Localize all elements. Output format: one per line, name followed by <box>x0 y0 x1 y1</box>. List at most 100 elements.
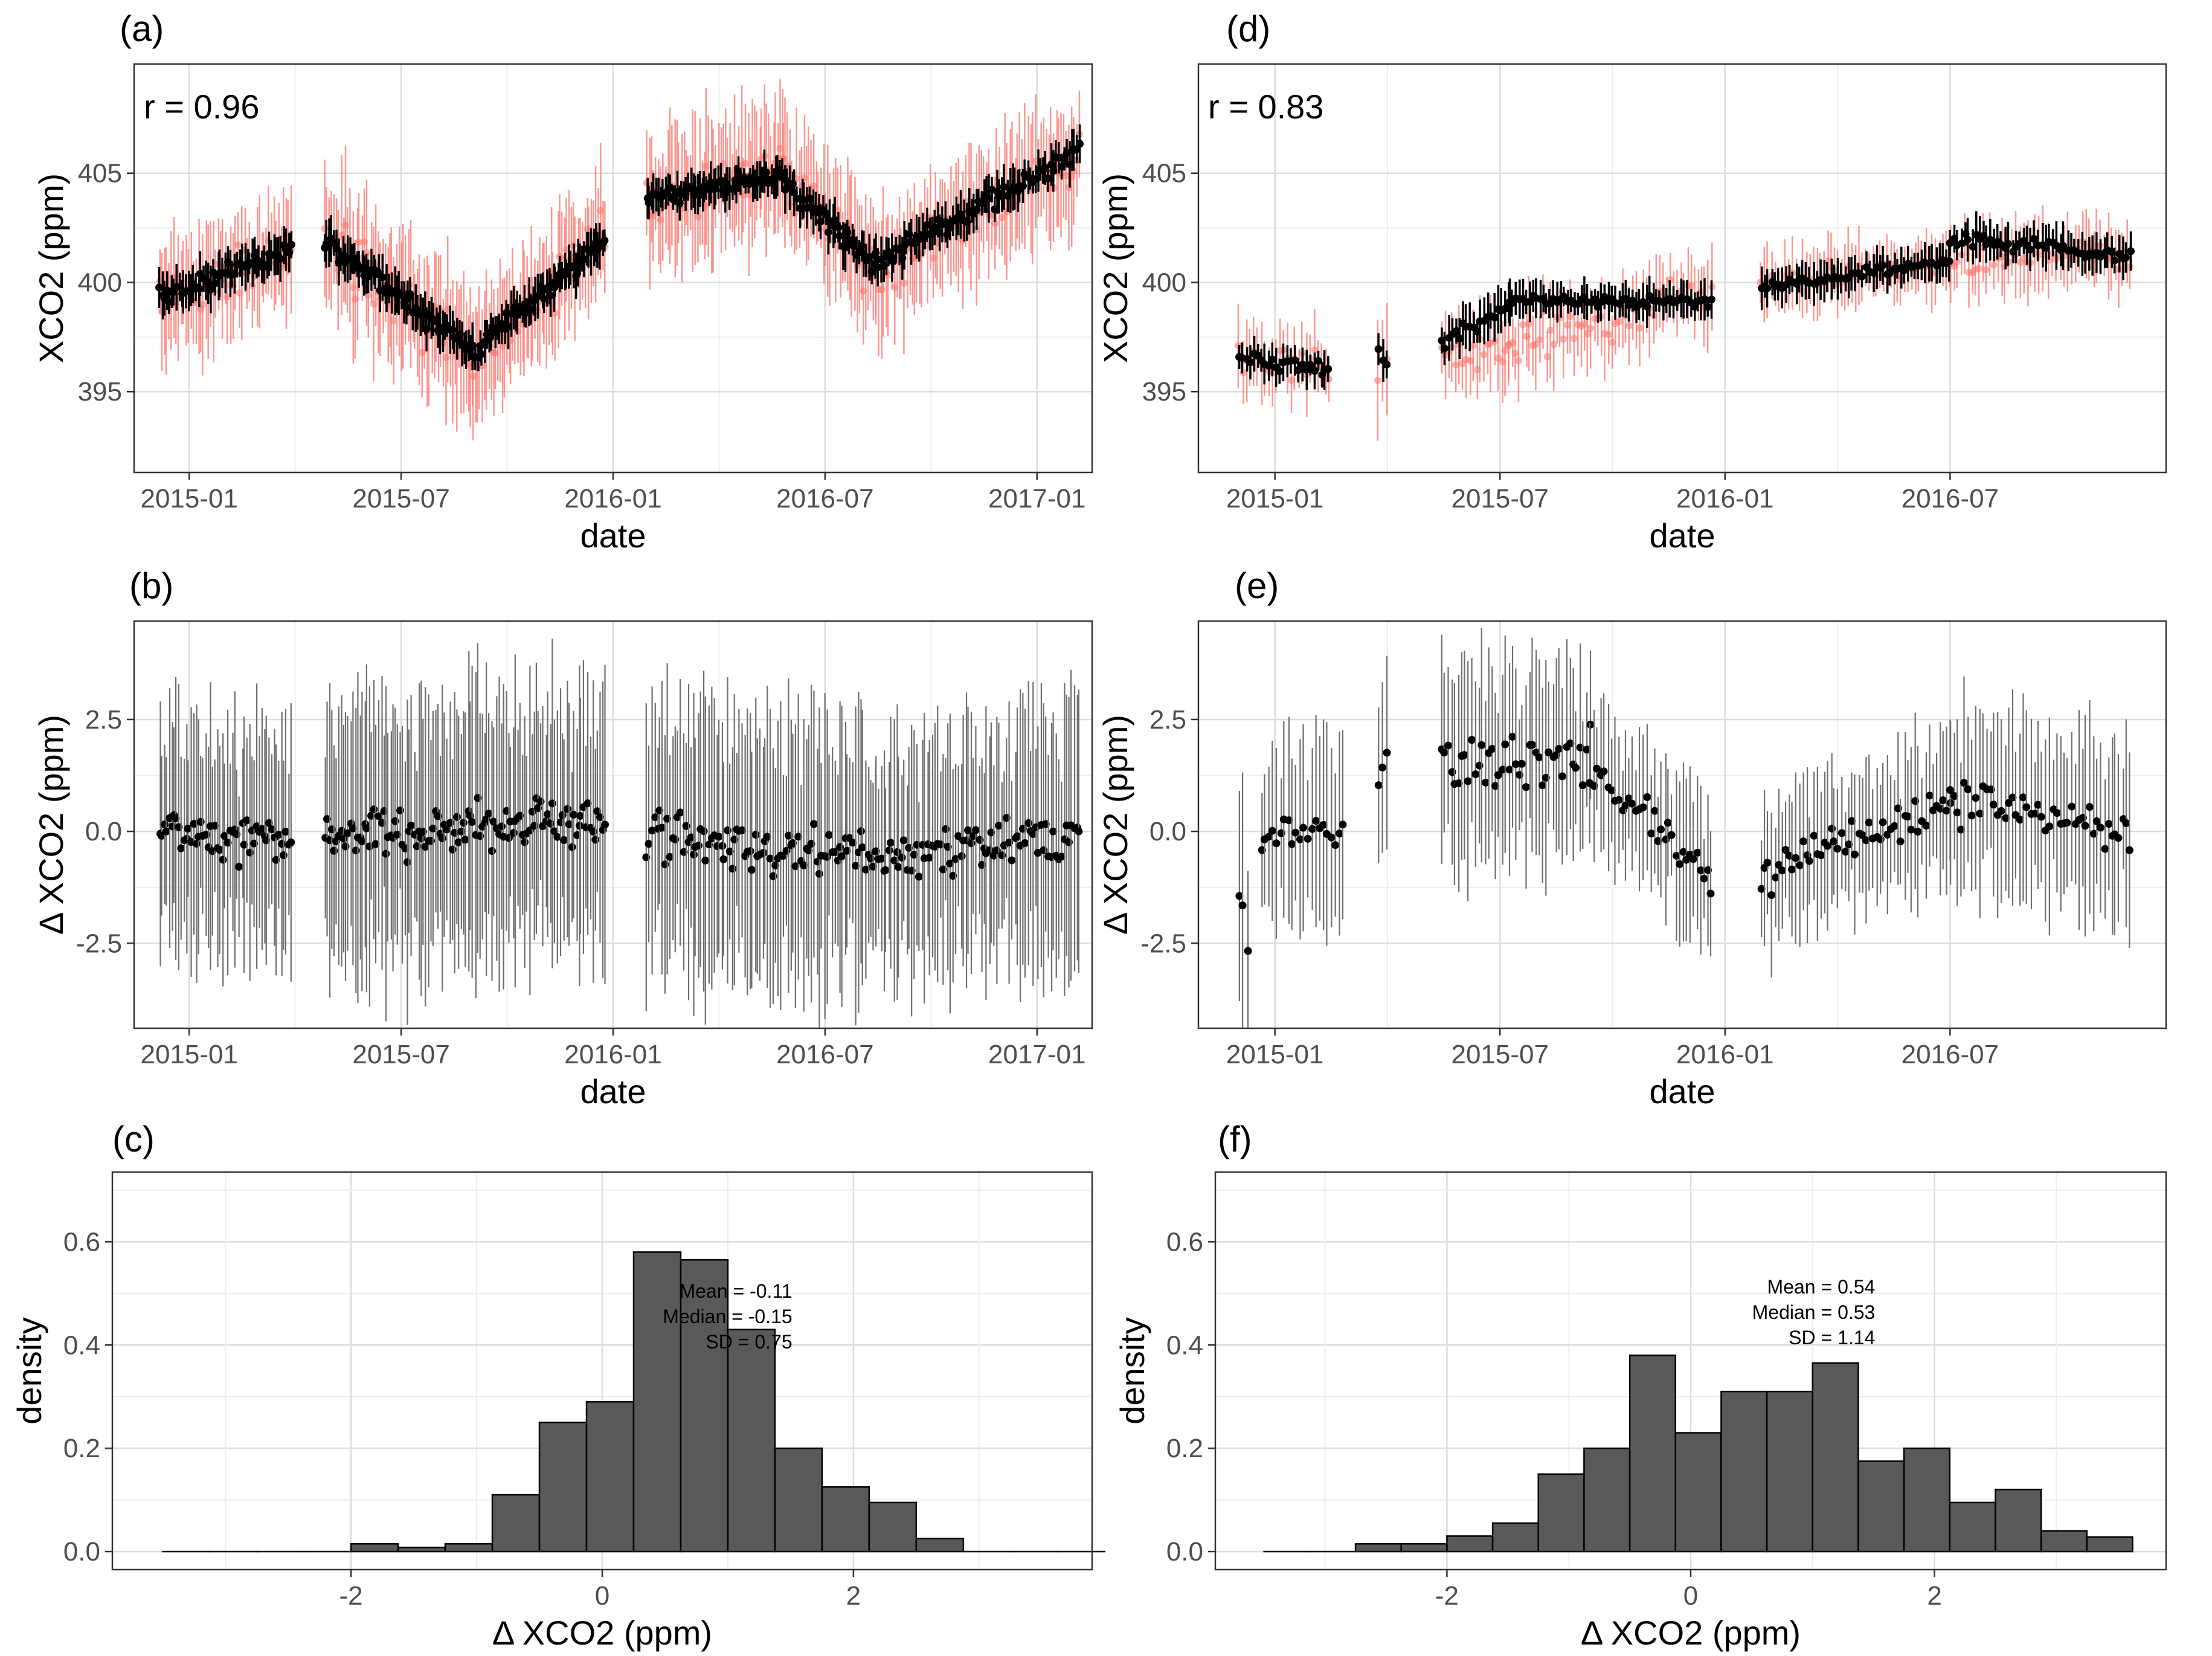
data-point <box>824 228 832 236</box>
data-point <box>1704 866 1712 874</box>
data-point <box>1870 269 1878 277</box>
data-point <box>1654 837 1662 845</box>
data-point <box>371 840 380 848</box>
data-point <box>1781 846 1790 854</box>
data-point <box>596 813 604 822</box>
data-point <box>1019 182 1027 190</box>
x-tick-label: 2015-01 <box>140 1040 237 1069</box>
data-point <box>666 852 674 861</box>
histogram-bar <box>1628 1355 1677 1553</box>
histogram-bar <box>350 1543 399 1553</box>
data-point <box>1285 816 1293 825</box>
data-point <box>1464 777 1472 785</box>
data-point <box>1514 357 1522 365</box>
data-point <box>1444 741 1453 750</box>
panel-label: (d) <box>1226 8 1270 49</box>
data-point <box>910 851 918 859</box>
data-point <box>1976 810 1984 818</box>
data-point <box>2068 802 2076 811</box>
data-point <box>362 824 371 833</box>
y-axis-title: XCO2 (ppm) <box>1096 173 1134 363</box>
data-point <box>1841 848 1850 856</box>
histogram-bar <box>491 1493 541 1553</box>
series-black <box>1235 211 2135 390</box>
panel-e: -2.5 0.0 2.5 2015-01 2015-07 2016-01 2016-07 da… <box>1096 565 2167 1110</box>
panel-f: 0.0 0.2 0.4 0.6 -2 0 2 Δ XCO2 (ppm) density (f) Me… <box>1113 1119 2167 1652</box>
data-point <box>355 239 362 246</box>
data-point <box>1583 330 1591 338</box>
data-point <box>190 820 198 828</box>
data-point <box>1896 837 1905 846</box>
data-point <box>2031 810 2039 818</box>
data-point <box>487 847 496 855</box>
data-point <box>1647 830 1656 838</box>
series-black <box>1235 628 2133 1028</box>
data-point <box>1865 818 1873 826</box>
data-point <box>459 819 468 827</box>
data-point <box>591 836 600 844</box>
stats-line: Mean = -0.11 <box>680 1280 793 1302</box>
data-point <box>2030 234 2038 243</box>
data-point <box>1799 837 1808 846</box>
data-point <box>809 820 818 828</box>
data-point <box>268 825 276 834</box>
data-point <box>788 179 797 188</box>
data-point <box>1621 801 1630 810</box>
data-point <box>1469 341 1477 349</box>
data-point <box>1543 353 1551 361</box>
data-point <box>858 843 867 852</box>
y-tick-label: 2.5 <box>85 705 122 735</box>
data-point <box>1528 741 1536 749</box>
x-tick-label: 2016-07 <box>776 484 873 514</box>
data-point <box>1581 320 1589 327</box>
data-point <box>718 842 727 850</box>
data-point <box>1538 781 1547 790</box>
data-point <box>1810 831 1818 840</box>
panel-border <box>1197 63 2167 474</box>
data-point <box>449 326 457 334</box>
data-point <box>1628 799 1636 808</box>
data-point <box>547 819 555 828</box>
x-tick-label: 0 <box>1683 1581 1698 1611</box>
data-point <box>1845 840 1853 849</box>
y-tick-label: 0.0 <box>1166 1537 1203 1567</box>
data-point <box>998 214 1006 222</box>
data-point <box>240 840 248 849</box>
data-point <box>1298 360 1307 369</box>
data-point <box>1542 773 1550 782</box>
data-point <box>216 846 224 854</box>
data-point <box>1862 836 1870 845</box>
y-tick-label: 395 <box>78 377 122 407</box>
histogram-bar <box>1812 1362 1859 1553</box>
y-tick-label: 2.5 <box>1149 705 1186 735</box>
data-point <box>1452 361 1460 369</box>
data-point <box>489 817 498 826</box>
data-point <box>1571 764 1580 772</box>
data-point <box>1268 355 1276 364</box>
x-tick-label: 2017-01 <box>988 1040 1085 1069</box>
data-point <box>1460 751 1468 759</box>
data-point <box>243 816 251 825</box>
data-point <box>254 257 263 265</box>
data-point <box>1244 947 1252 955</box>
data-point <box>1700 874 1708 883</box>
data-point <box>1480 350 1488 358</box>
data-point <box>957 852 966 860</box>
data-point <box>1525 320 1533 327</box>
panel-a: 395 400 405 2015-01 2015-07 2016-01 2016-07 201… <box>32 8 1093 555</box>
data-point <box>1536 336 1544 344</box>
data-point <box>265 819 273 827</box>
plot-area <box>155 79 1084 441</box>
data-point <box>1383 360 1391 369</box>
data-point <box>1788 865 1796 874</box>
data-point <box>2127 247 2135 256</box>
data-point <box>556 818 565 826</box>
data-point <box>1689 855 1697 863</box>
data-point <box>2121 253 2130 262</box>
data-point <box>784 831 793 840</box>
data-point <box>358 837 366 846</box>
data-point <box>1697 866 1705 875</box>
data-point <box>1828 824 1836 833</box>
x-tick-label: 2015-07 <box>1451 1040 1548 1069</box>
data-point <box>1455 779 1463 787</box>
